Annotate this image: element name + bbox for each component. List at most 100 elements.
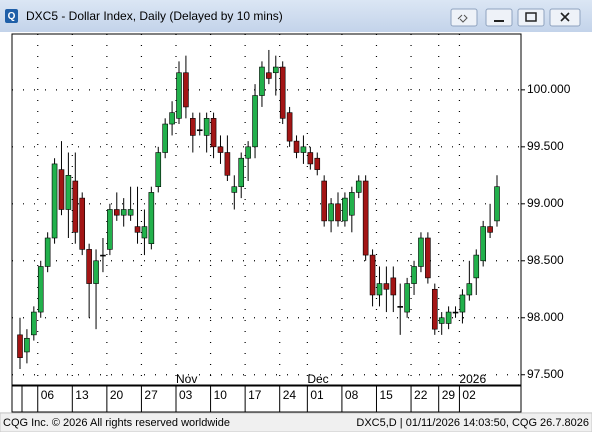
candle-body bbox=[31, 311, 37, 336]
candle-body bbox=[162, 123, 168, 153]
period-label: 2026 bbox=[459, 372, 486, 386]
candle-body bbox=[376, 283, 383, 296]
candle-body bbox=[37, 266, 44, 313]
candle-body bbox=[120, 209, 127, 216]
candle-body bbox=[335, 203, 341, 222]
candle-body bbox=[17, 334, 23, 358]
candle-body bbox=[438, 317, 445, 324]
candle-body bbox=[480, 226, 486, 262]
x-tick-label: 10 bbox=[214, 388, 228, 402]
candle-body bbox=[238, 157, 245, 188]
period-label: Nov bbox=[176, 372, 197, 386]
close-icon bbox=[560, 12, 570, 22]
x-tick-label: 17 bbox=[248, 388, 262, 402]
y-tick-label: 100.000 bbox=[527, 82, 571, 96]
plot-area bbox=[11, 33, 522, 386]
candle-body bbox=[44, 237, 51, 267]
candle-body bbox=[342, 197, 348, 222]
candle-body bbox=[190, 118, 196, 136]
candle-body bbox=[127, 209, 134, 216]
candle-body bbox=[445, 311, 452, 324]
x-tick-label: 06 bbox=[41, 388, 55, 402]
candle-body bbox=[79, 197, 86, 250]
y-tick-label: 99.500 bbox=[527, 139, 564, 153]
candle-body bbox=[72, 180, 79, 233]
candle-body bbox=[266, 72, 272, 79]
candle-body bbox=[272, 66, 279, 74]
candle-body bbox=[355, 180, 362, 193]
y-tick-label: 98.500 bbox=[527, 253, 564, 267]
candles bbox=[17, 49, 500, 370]
link-button[interactable] bbox=[450, 8, 478, 27]
candle-body bbox=[425, 237, 431, 279]
window-title: DXC5 - Dollar Index, Daily (Delayed by 1… bbox=[26, 9, 283, 23]
candle-body bbox=[328, 203, 334, 222]
axis-labels: 97.500 98.000 98.500 99.000 99.500 100.000 06 1… bbox=[41, 82, 571, 402]
candle-body bbox=[245, 146, 251, 159]
candle-body bbox=[293, 140, 300, 153]
app-icon-glyph: Q bbox=[8, 11, 16, 22]
candle-body bbox=[494, 186, 500, 222]
candle-body bbox=[65, 175, 72, 210]
link-icon bbox=[457, 14, 468, 23]
candle-body bbox=[286, 112, 293, 142]
x-tick-label: 01 bbox=[310, 388, 324, 402]
candle-body bbox=[418, 237, 424, 267]
candle-body bbox=[107, 209, 113, 250]
candle-body bbox=[362, 180, 369, 256]
candle-body bbox=[279, 66, 286, 119]
candle-body bbox=[404, 283, 410, 313]
candle-body bbox=[169, 112, 175, 125]
candle-body bbox=[466, 283, 473, 296]
status-bar bbox=[0, 412, 592, 432]
candle-body bbox=[196, 129, 203, 132]
x-tick-label: 13 bbox=[75, 388, 89, 402]
candle-body bbox=[390, 277, 397, 296]
candle-body bbox=[314, 157, 321, 170]
candle-body bbox=[58, 169, 65, 210]
minimize-button[interactable] bbox=[485, 8, 513, 27]
maximize-icon bbox=[525, 12, 537, 22]
candle-body bbox=[24, 337, 30, 353]
candle-body bbox=[252, 95, 258, 148]
app-icon bbox=[5, 9, 18, 23]
candle-body bbox=[383, 283, 390, 290]
x-axis-corner bbox=[11, 385, 23, 413]
candle-body bbox=[93, 260, 99, 284]
x-tick-label: 27 bbox=[144, 388, 158, 402]
x-tick-label: 03 bbox=[179, 388, 193, 402]
candle-body bbox=[155, 152, 162, 188]
y-tick-label: 98.000 bbox=[527, 310, 564, 324]
x-tick-label: 08 bbox=[345, 388, 359, 402]
y-tick-label: 99.000 bbox=[527, 196, 564, 210]
candle-body bbox=[86, 249, 92, 284]
status-info: DXC5,D | 01/11/2026 14:03:50, CQG 26.7.8… bbox=[356, 417, 589, 429]
candle-body bbox=[431, 288, 438, 330]
copyright: CQG Inc. © 2026 All rights reserved worl… bbox=[3, 417, 230, 429]
y-tick-label: 97.500 bbox=[527, 367, 564, 381]
maximize-button[interactable] bbox=[517, 8, 545, 27]
candle-body bbox=[183, 72, 189, 108]
candle-body bbox=[203, 118, 210, 136]
candle-body bbox=[321, 180, 327, 222]
candle-body bbox=[411, 266, 417, 284]
x-tick-label: 29 bbox=[442, 388, 456, 402]
candle-body bbox=[210, 118, 217, 148]
grid bbox=[12, 34, 525, 412]
candle-body bbox=[217, 146, 224, 153]
candle-body bbox=[100, 254, 106, 257]
candle-body bbox=[369, 254, 376, 296]
candle-body bbox=[51, 163, 58, 239]
x-tick-label: 20 bbox=[110, 388, 124, 402]
candle-body bbox=[259, 66, 265, 96]
x-tick-label: 24 bbox=[283, 388, 297, 402]
candle-body bbox=[176, 72, 182, 119]
x-tick-label: 15 bbox=[379, 388, 393, 402]
candle-body bbox=[452, 311, 459, 314]
candle-body bbox=[134, 226, 141, 233]
candle-body bbox=[113, 209, 120, 216]
candle-body bbox=[473, 254, 480, 279]
candle-body bbox=[307, 152, 314, 165]
candle-body bbox=[349, 192, 355, 216]
